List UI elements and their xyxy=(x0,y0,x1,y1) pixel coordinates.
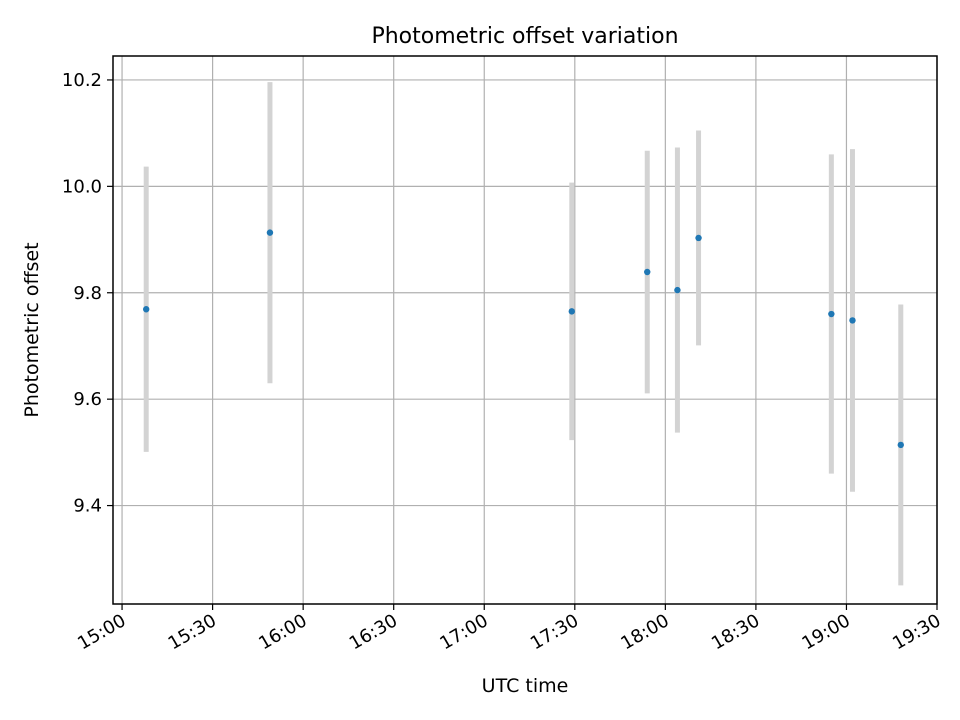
y-tick-label: 10.2 xyxy=(62,70,102,91)
data-point xyxy=(644,268,651,276)
data-point xyxy=(143,306,150,313)
y-tick-label: 10.0 xyxy=(62,176,102,197)
plot-frame xyxy=(112,55,938,605)
data-point xyxy=(266,229,274,236)
chart-title: Photometric offset variation xyxy=(371,24,678,49)
y-axis-label: Photometric offset xyxy=(21,242,43,417)
y-tick-label: 9.4 xyxy=(73,496,102,517)
y-tick-label: 9.6 xyxy=(73,389,102,410)
data-point xyxy=(568,308,575,315)
data-point xyxy=(695,234,702,242)
data-point xyxy=(897,441,904,449)
data-point xyxy=(828,310,835,318)
x-axis-label: UTC time xyxy=(482,675,569,697)
data-points xyxy=(143,229,904,449)
data-point xyxy=(849,317,856,324)
y-tick-label: 9.8 xyxy=(73,283,102,304)
data-point xyxy=(674,286,681,294)
